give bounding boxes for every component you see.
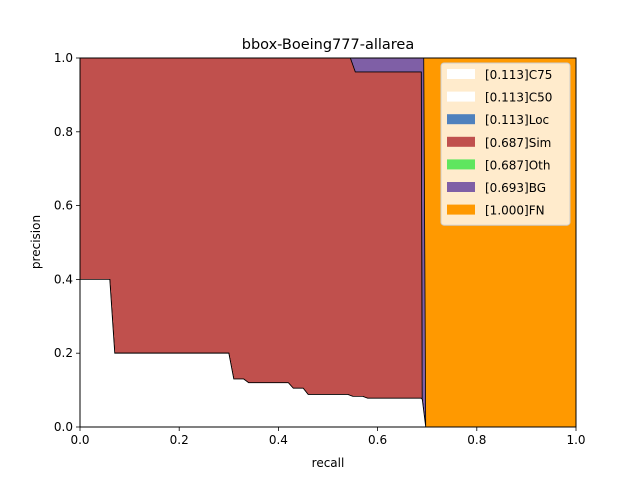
plot-area — [80, 57, 576, 428]
legend-swatch-fn — [447, 204, 475, 215]
legend-swatch-c50 — [447, 91, 475, 102]
y-tick-label: 0.8 — [54, 125, 73, 139]
x-tick-label: 0.2 — [170, 433, 189, 447]
legend-label-loc: [0.113]Loc — [485, 113, 549, 127]
boundary-c75 — [80, 278, 427, 428]
legend-swatch-bg — [447, 182, 475, 192]
legend-swatch-sim — [447, 136, 475, 147]
y-tick-label: 0.6 — [54, 199, 73, 213]
area-c75 — [80, 279, 426, 427]
legend-label-fn: [1.000]FN — [485, 204, 545, 218]
legend-label-oth: [0.687]Oth — [485, 158, 550, 172]
y-axis-ticks: 0.0 0.2 0.4 0.6 0.8 1.0 — [54, 51, 80, 434]
legend-swatch-oth — [447, 159, 475, 170]
legend-label-c75: [0.113]C75 — [485, 68, 552, 82]
series-areas — [80, 57, 576, 428]
y-tick-label: 0.4 — [54, 272, 73, 286]
x-tick-label: 0.6 — [368, 433, 387, 447]
x-tick-label: 0.8 — [467, 433, 486, 447]
y-tick-label: 0.0 — [54, 420, 73, 434]
x-tick-label: 0.0 — [70, 433, 89, 447]
legend-label-bg: [0.693]BG — [485, 181, 546, 195]
area-sim — [80, 58, 423, 427]
y-tick-label: 1.0 — [54, 51, 73, 65]
legend-swatch-loc — [447, 114, 475, 125]
legend-label-sim: [0.687]Sim — [485, 136, 551, 150]
x-axis-label: recall — [312, 456, 345, 470]
y-tick-label: 0.2 — [54, 346, 73, 360]
x-axis-ticks: 0.0 0.2 0.4 0.6 0.8 1.0 — [70, 427, 586, 447]
plot-frame — [79, 57, 577, 428]
legend: [0.113]C75 [0.113]C50 [0.113]Loc [0.687]Sim… — [440, 62, 571, 226]
x-tick-label: 1.0 — [566, 433, 585, 447]
y-axis-label: precision — [29, 215, 43, 269]
legend-swatch-c75 — [447, 69, 475, 79]
x-tick-label: 0.4 — [269, 433, 288, 447]
legend-label-c50: [0.113]C50 — [485, 91, 552, 105]
chart-title: bbox-Boeing777-allarea — [242, 37, 414, 53]
